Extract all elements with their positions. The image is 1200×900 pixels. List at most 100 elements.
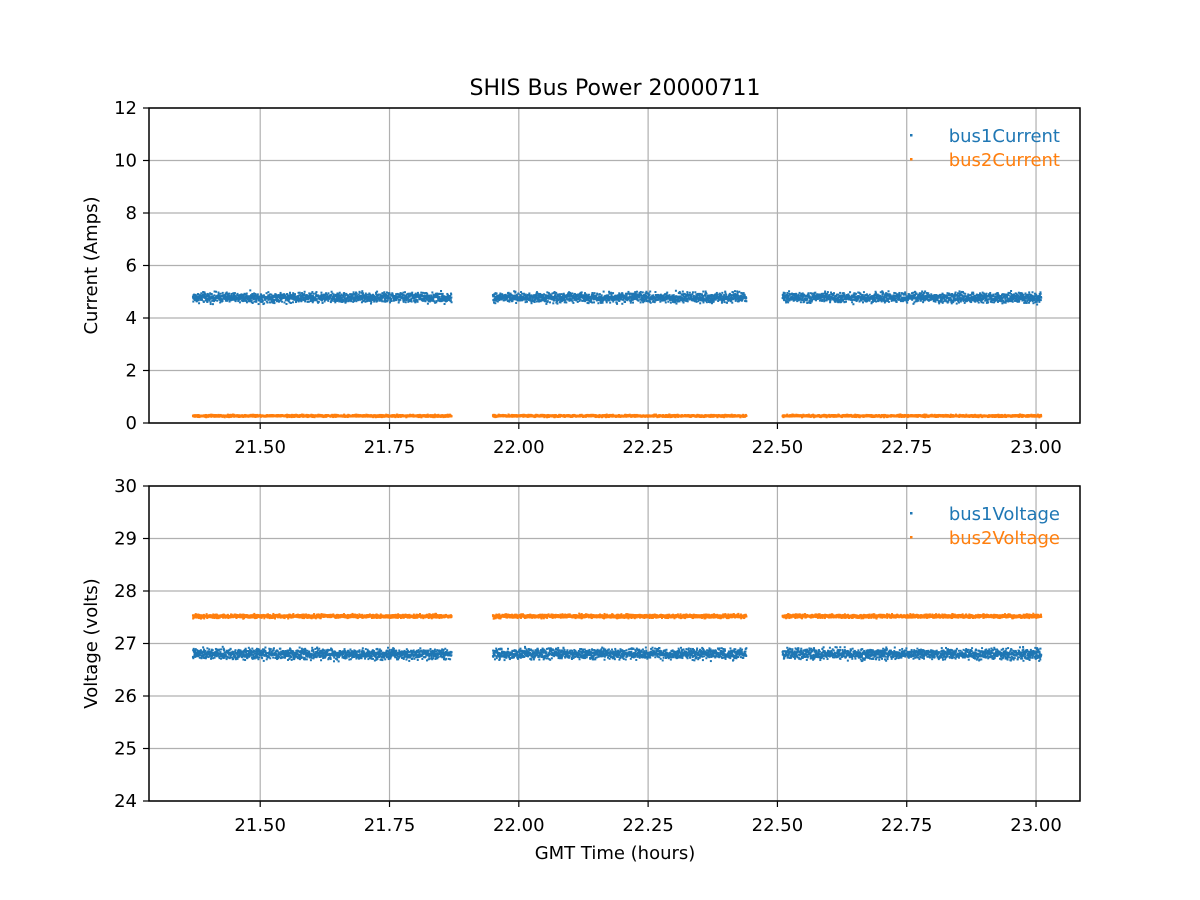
bus1Current-point — [809, 292, 812, 295]
bus1Current-point — [219, 301, 222, 304]
bus1Current-point — [892, 294, 895, 297]
bus1Current-point — [552, 295, 555, 298]
bus1Current-point — [368, 297, 371, 300]
bus1Current-point — [307, 295, 310, 298]
bus1Current-point — [953, 296, 956, 299]
bus1Current-point — [507, 291, 510, 294]
bus1Current-point — [695, 293, 698, 296]
bus1Current-point — [826, 291, 829, 294]
bus1Current-point — [243, 292, 246, 295]
bus1Current-point — [413, 293, 416, 296]
bus1Current-point — [874, 292, 877, 295]
bus1Current-point — [624, 297, 627, 300]
bus1Current-point — [1010, 298, 1013, 301]
bus1Current-point — [439, 300, 442, 303]
bus1Current-point — [725, 295, 728, 298]
bus1Current-point — [940, 299, 943, 302]
bus1Current-point — [554, 295, 557, 298]
bus1Current-point — [376, 295, 379, 298]
bus1Current-point — [551, 292, 554, 295]
bus1Current-point — [600, 296, 603, 299]
bus1Current-point — [894, 297, 897, 300]
bus1Current-point — [249, 289, 252, 292]
bus1Current-point — [829, 301, 832, 304]
bus1Current-point — [593, 292, 596, 295]
bus1Current-point — [240, 295, 243, 298]
bus1Current-point — [865, 298, 868, 301]
bus1Current-point — [727, 299, 730, 302]
bus1Current-point — [354, 295, 357, 298]
bus1Current-point — [652, 294, 655, 297]
bus1Current-point — [192, 300, 195, 303]
bus1Current-point — [350, 295, 353, 298]
bus1Current-point — [264, 295, 267, 298]
bus1Current-point — [669, 301, 672, 304]
bus1Current-point — [683, 299, 686, 302]
bus1Current-point — [929, 294, 932, 297]
bus1Current-point — [404, 296, 407, 299]
bus1Current-point — [912, 291, 915, 294]
bus1Current-point — [712, 300, 715, 303]
bus1Current-point — [587, 299, 590, 302]
bus1Current-point — [807, 292, 810, 295]
bus1Current-point — [361, 297, 364, 300]
bus1Current-point — [597, 302, 600, 305]
bus1Current-point — [432, 296, 435, 299]
bus1Current-point — [1003, 293, 1006, 296]
bus1Current-point — [508, 299, 511, 302]
bus1Current-point — [999, 297, 1002, 300]
bus1Current-point — [823, 300, 826, 303]
bus1Current-point — [300, 297, 303, 300]
bus1Current-point — [411, 293, 414, 296]
bus1Current-point — [527, 298, 530, 301]
bus1Current-point — [605, 301, 608, 304]
bus1Current-point — [542, 294, 545, 297]
bus1Current-point — [419, 297, 422, 300]
bus1Current-point — [306, 300, 309, 303]
bus1Current-point — [1004, 297, 1007, 300]
bus1Current-point — [372, 294, 375, 297]
bus1Current-point — [645, 290, 648, 293]
bus1Current-point — [416, 291, 419, 294]
bus1Current-point — [324, 294, 327, 297]
bus1Current-point — [330, 299, 333, 302]
x-tick-label: 22.75 — [881, 437, 933, 458]
bus1Current-point — [402, 300, 405, 303]
bus1Current-point — [724, 290, 727, 293]
bus1Current-point — [354, 298, 357, 301]
bus1Current-point — [745, 297, 748, 300]
bus1Current-point — [515, 301, 518, 304]
bus1Current-point — [538, 298, 541, 301]
bus1Current-point — [787, 294, 790, 297]
bus1Current-point — [546, 291, 549, 294]
bus1Current-point — [972, 291, 975, 294]
bus1Current-point — [844, 295, 847, 298]
bus1Current-point — [1020, 295, 1023, 298]
bus1Current-point — [841, 292, 844, 295]
bus1Current-point — [402, 299, 405, 302]
bus1Current-point — [958, 293, 961, 296]
bus1Current-point — [973, 297, 976, 300]
bus1Current-point — [323, 295, 326, 298]
bus1Current-point — [563, 301, 566, 304]
bus1Current-point — [913, 295, 916, 298]
bus1Current-point — [684, 299, 687, 302]
bus1Current-point — [526, 300, 529, 303]
bus1Current-point — [440, 298, 443, 301]
bus1Current-point — [967, 294, 970, 297]
bus1Current-point — [705, 292, 708, 295]
bus1Current-point — [665, 298, 668, 301]
bus1Current-point — [682, 301, 685, 304]
bus1Current-point — [735, 298, 738, 301]
bus1Current-point — [879, 291, 882, 294]
bus1Current-point — [508, 300, 511, 303]
bus1Current-point — [599, 301, 602, 304]
bus1Current-point — [894, 295, 897, 297]
bus1Current-point — [842, 299, 845, 302]
bus1Current-point — [1002, 299, 1005, 302]
bus1Current-point — [333, 295, 336, 298]
bus1Current-point — [593, 295, 596, 298]
bus1Current-point — [516, 294, 519, 297]
bus1Current-point — [381, 300, 384, 303]
bus1Current-point — [741, 295, 744, 298]
